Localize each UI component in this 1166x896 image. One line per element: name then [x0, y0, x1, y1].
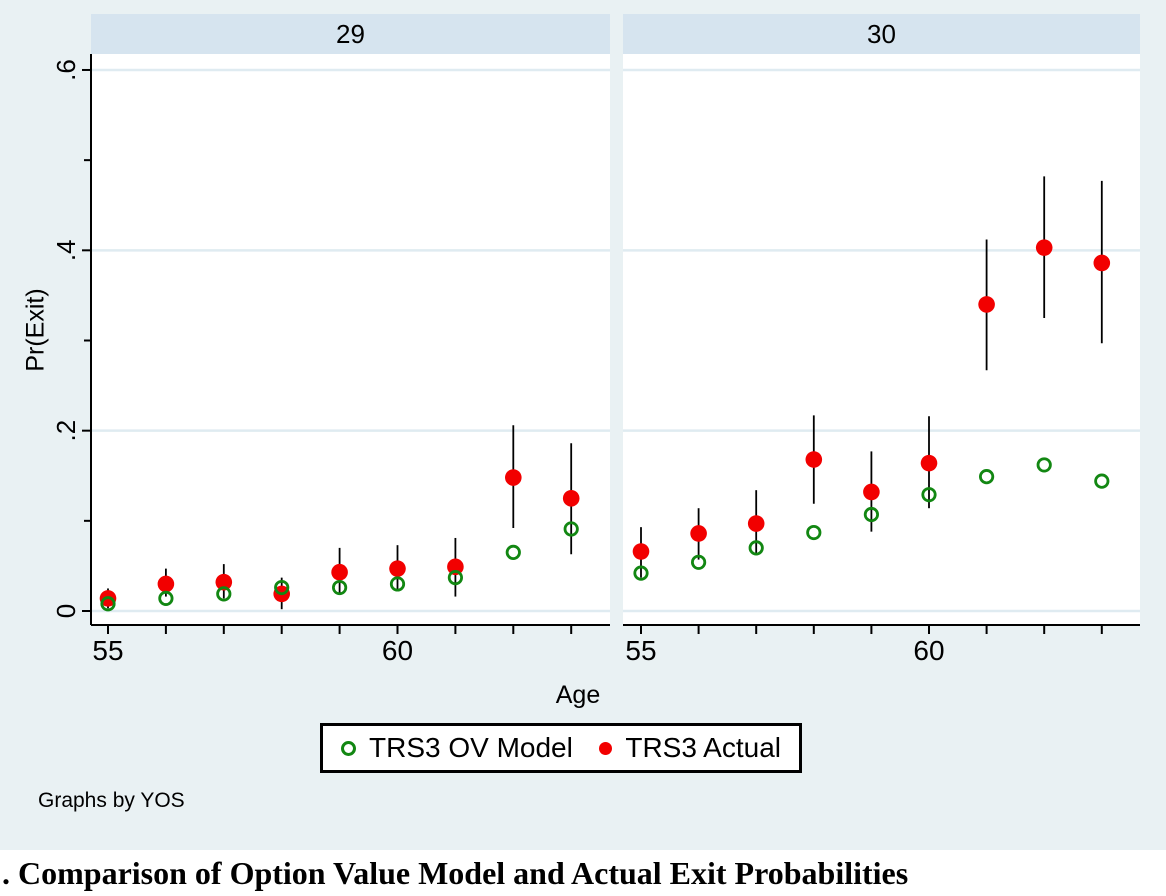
figure: 55 60 55 60 0 .2 .4 .6 29 30 Pr(Exit) Age TRS3 … — [0, 0, 1166, 850]
ov-model-point — [806, 524, 822, 541]
figure-caption-text: . Comparison of Option Value Model and A… — [2, 854, 909, 891]
legend: TRS3 OV Model TRS3 Actual — [320, 723, 802, 773]
actual-point — [215, 573, 233, 591]
actual-point — [863, 483, 880, 501]
actual-point — [1035, 239, 1053, 256]
actual-point — [1093, 254, 1111, 272]
x-axis-title: Age — [555, 681, 601, 709]
y-tick-label: .4 — [51, 239, 81, 261]
ov-model-point — [331, 579, 348, 596]
ov-model-point — [100, 596, 116, 612]
panel-header-yos-29: 29 — [91, 14, 610, 54]
actual-point — [632, 543, 650, 560]
figure-caption: . Comparison of Option Value Model and A… — [0, 850, 1166, 896]
plot-area — [91, 54, 610, 625]
y-tick-label: .2 — [51, 420, 81, 442]
actual-point — [690, 525, 707, 542]
actual-point — [747, 515, 765, 532]
actual-point — [157, 575, 175, 593]
legend-entry-actual: TRS3 Actual — [599, 732, 781, 764]
actual-point — [505, 469, 522, 486]
ov-model-point — [505, 544, 521, 560]
plot-area — [623, 54, 1140, 625]
ov-model-point — [563, 521, 579, 537]
legend-label: TRS3 Actual — [625, 732, 781, 763]
chart-canvas: 55 60 55 60 0 .2 .4 .6 — [51, 54, 1140, 666]
actual-point — [920, 454, 938, 472]
ov-model-point — [216, 586, 232, 602]
ov-model-point — [389, 576, 406, 592]
ov-model-point — [863, 506, 880, 523]
actual-point — [978, 296, 995, 313]
x-tick-label: 55 — [92, 635, 123, 666]
hollow-circle-icon — [341, 740, 356, 756]
ov-model-point — [1094, 473, 1110, 489]
ov-model-point — [748, 540, 764, 556]
panel-header-label: 29 — [336, 18, 365, 49]
ov-model-point — [633, 565, 649, 581]
graphs-by-note: Graphs by YOS — [38, 789, 185, 812]
y-axis-title: Pr(Exit) — [21, 288, 50, 372]
ov-model-point — [274, 579, 290, 596]
ov-model-point — [690, 554, 707, 570]
legend-entry-ov-model: TRS3 OV Model — [341, 732, 573, 764]
actual-point — [389, 560, 406, 577]
x-tick-label: 60 — [382, 635, 413, 666]
panel-header-yos-30: 30 — [623, 14, 1140, 54]
ov-model-point — [158, 590, 174, 606]
panel-header-label: 30 — [867, 18, 896, 49]
ov-model-point — [1036, 457, 1052, 473]
actual-point — [562, 489, 580, 507]
y-tick-label: .6 — [51, 59, 81, 81]
actual-point — [805, 451, 823, 468]
actual-point — [447, 558, 464, 576]
y-tick-label: 0 — [51, 604, 81, 618]
filled-circle-icon — [599, 741, 613, 755]
ov-model-point — [978, 469, 995, 485]
ov-model-point — [921, 487, 937, 503]
ov-model-point — [447, 570, 463, 586]
x-tick-label: 55 — [625, 635, 656, 666]
x-tick-label: 60 — [913, 635, 944, 666]
actual-point — [331, 563, 348, 581]
legend-label: TRS3 OV Model — [369, 732, 573, 763]
